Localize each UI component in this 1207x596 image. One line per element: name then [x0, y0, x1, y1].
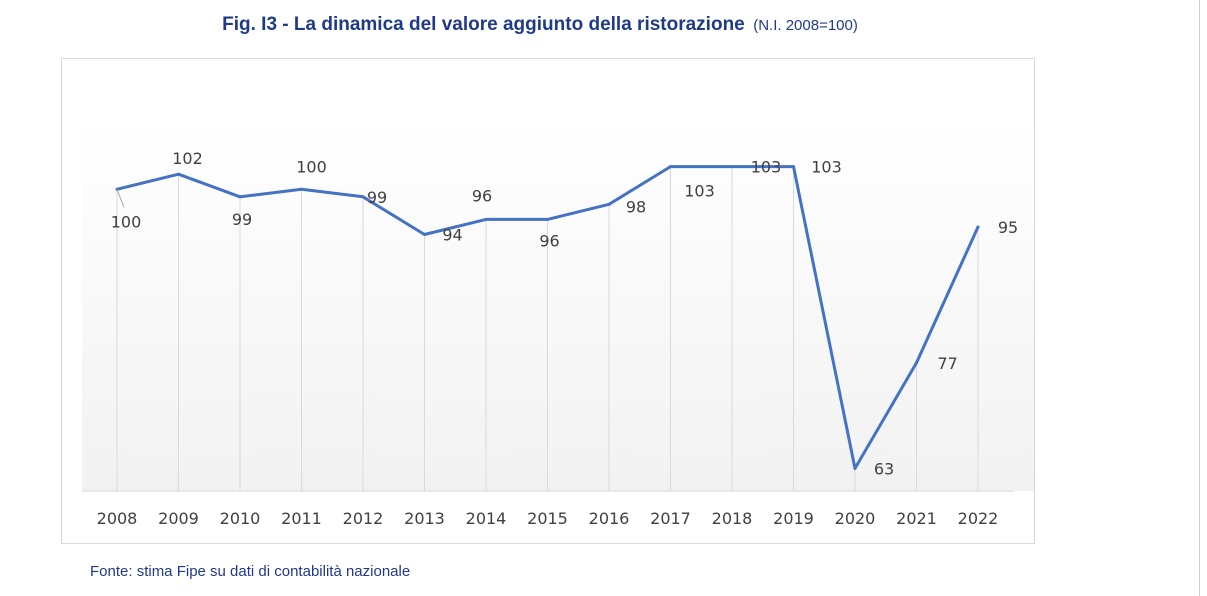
x-tick-label: 2019 [773, 509, 814, 528]
data-label: 96 [472, 186, 492, 205]
data-label: 95 [998, 218, 1018, 237]
data-label: 103 [811, 158, 842, 177]
data-label: 99 [232, 210, 252, 229]
x-tick-label: 2011 [281, 509, 322, 528]
data-point [238, 195, 242, 199]
source-note: Fonte: stima Fipe su dati di contabilità… [90, 563, 411, 580]
data-label: 98 [626, 197, 646, 216]
x-tick-label: 2013 [404, 509, 445, 528]
data-label: 100 [111, 212, 142, 231]
data-point [607, 202, 611, 206]
data-point [177, 172, 180, 176]
chart-title-subtitle: (N.I. 2008=100) [753, 17, 858, 34]
x-tick-label: 2015 [527, 509, 568, 528]
x-tick-label: 2018 [712, 509, 753, 528]
data-label: 63 [874, 459, 894, 478]
x-tick-label: 2020 [835, 509, 876, 528]
x-tick-label: 2008 [97, 509, 138, 528]
x-tick-label: 2009 [158, 509, 199, 528]
data-label: 94 [442, 226, 462, 245]
data-point [730, 165, 734, 169]
data-label: 100 [296, 157, 327, 176]
data-point [669, 165, 672, 169]
data-point [853, 466, 857, 470]
data-point [484, 217, 488, 221]
data-label: 99 [367, 188, 387, 207]
data-point [361, 195, 365, 199]
chart-title-main: Fig. I3 - La dinamica del valore aggiunt… [222, 14, 745, 35]
data-label: 103 [751, 158, 782, 177]
x-tick-label: 2021 [896, 509, 937, 528]
x-tick-label: 2012 [343, 509, 384, 528]
data-point [423, 233, 426, 237]
plot-area-background [82, 119, 1034, 491]
data-label: 77 [937, 354, 957, 373]
x-tick-label: 2014 [466, 509, 507, 528]
data-point [976, 225, 980, 229]
x-tick-label: 2022 [958, 509, 999, 528]
x-tick-label: 2010 [220, 509, 261, 528]
data-point [546, 217, 549, 221]
data-point [300, 187, 303, 191]
data-point [792, 165, 795, 169]
label-leader-line [116, 189, 125, 208]
line-chart: 2008 2009 2010 2011 2012 2013 2014 2015 2016 2017… [82, 119, 1034, 528]
data-label: 102 [172, 149, 203, 168]
page-edge-divider [1199, 0, 1200, 596]
x-tick-label: 2016 [589, 509, 630, 528]
data-label: 103 [684, 182, 715, 201]
data-label: 96 [539, 231, 559, 250]
x-tick-label: 2017 [650, 509, 691, 528]
chart-frame: 2008 2009 2010 2011 2012 2013 2014 2015 2016 2017… [61, 58, 1035, 544]
data-point [915, 361, 918, 365]
chart-title: Fig. I3 - La dinamica del valore aggiunt… [0, 14, 1080, 36]
